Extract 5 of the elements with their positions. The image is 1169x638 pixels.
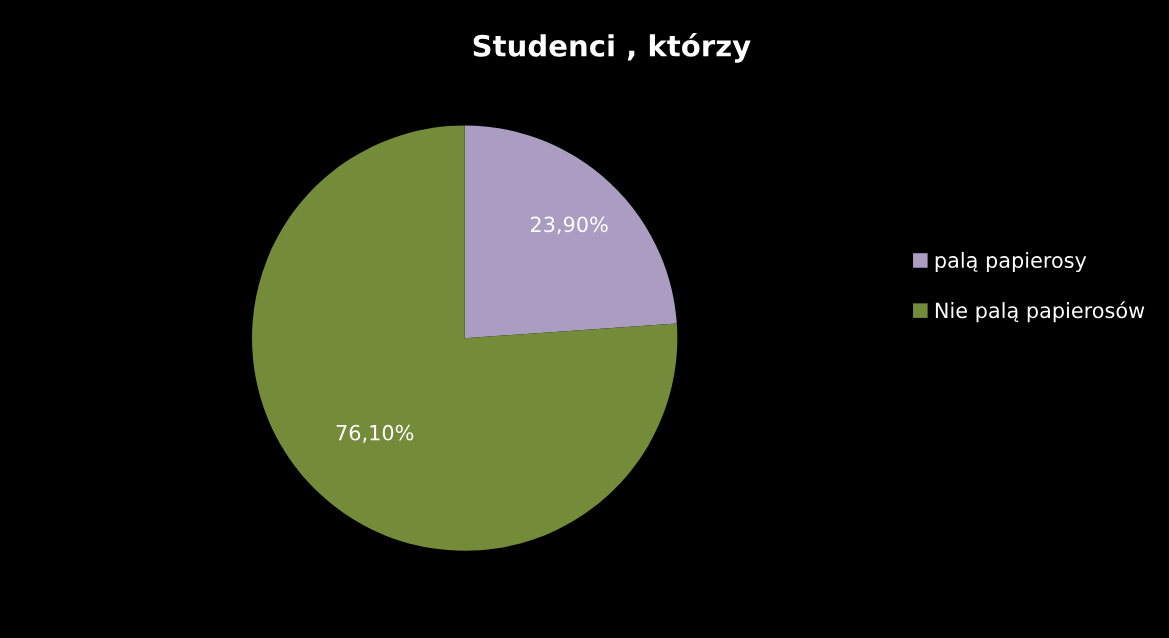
chart-title: Studenci , którzy <box>473 33 751 63</box>
data-label: 23,90% <box>530 216 608 235</box>
legend-label: Nie palą papierosów <box>935 301 1145 323</box>
data-label: 76,10% <box>336 424 414 443</box>
legend-label: palą papierosy <box>935 251 1087 273</box>
